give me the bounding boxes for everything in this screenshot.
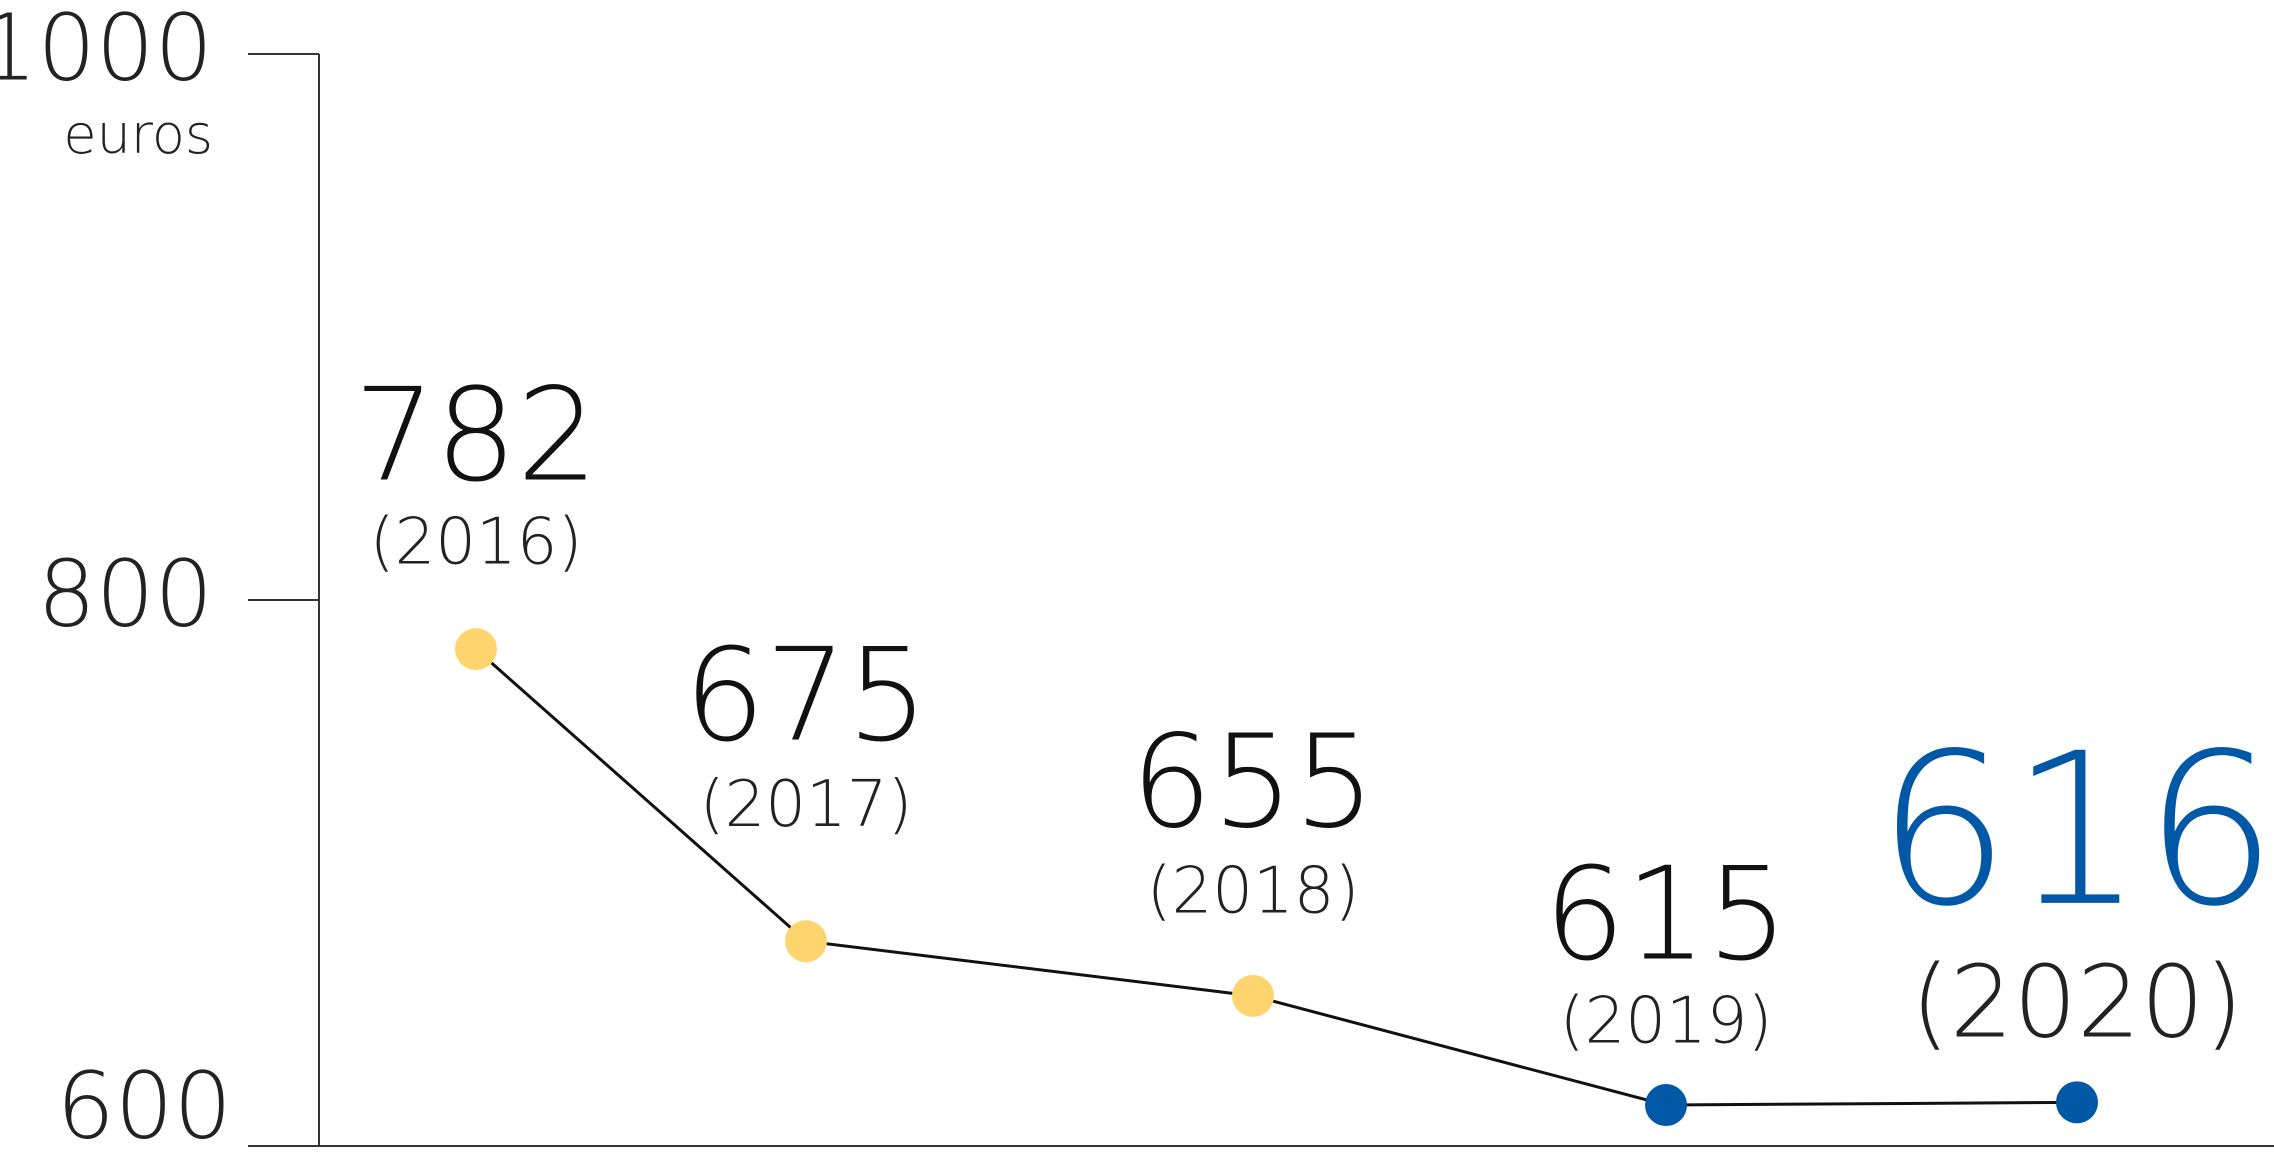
category-label: (2017) xyxy=(700,768,913,842)
y-tick-label: 800 xyxy=(37,541,213,648)
y-tick-label: 600 xyxy=(56,1053,232,1154)
value-label: 616 xyxy=(1877,708,2274,953)
y-tick-label: 1000 xyxy=(0,0,213,102)
category-label: (2016) xyxy=(370,506,583,580)
value-label: 615 xyxy=(1544,840,1788,989)
category-label: (2020) xyxy=(1911,944,2244,1061)
value-label: 782 xyxy=(354,361,598,510)
y-unit-label: euros xyxy=(63,103,213,166)
value-label: 655 xyxy=(1131,708,1375,857)
point xyxy=(1645,1084,1687,1127)
category-label: (2019) xyxy=(1560,985,1773,1059)
point xyxy=(1232,974,1274,1017)
point xyxy=(455,628,497,671)
point xyxy=(785,920,827,963)
category-label: (2018) xyxy=(1147,854,1360,928)
value-label: 675 xyxy=(684,622,928,771)
point xyxy=(2056,1081,2098,1124)
